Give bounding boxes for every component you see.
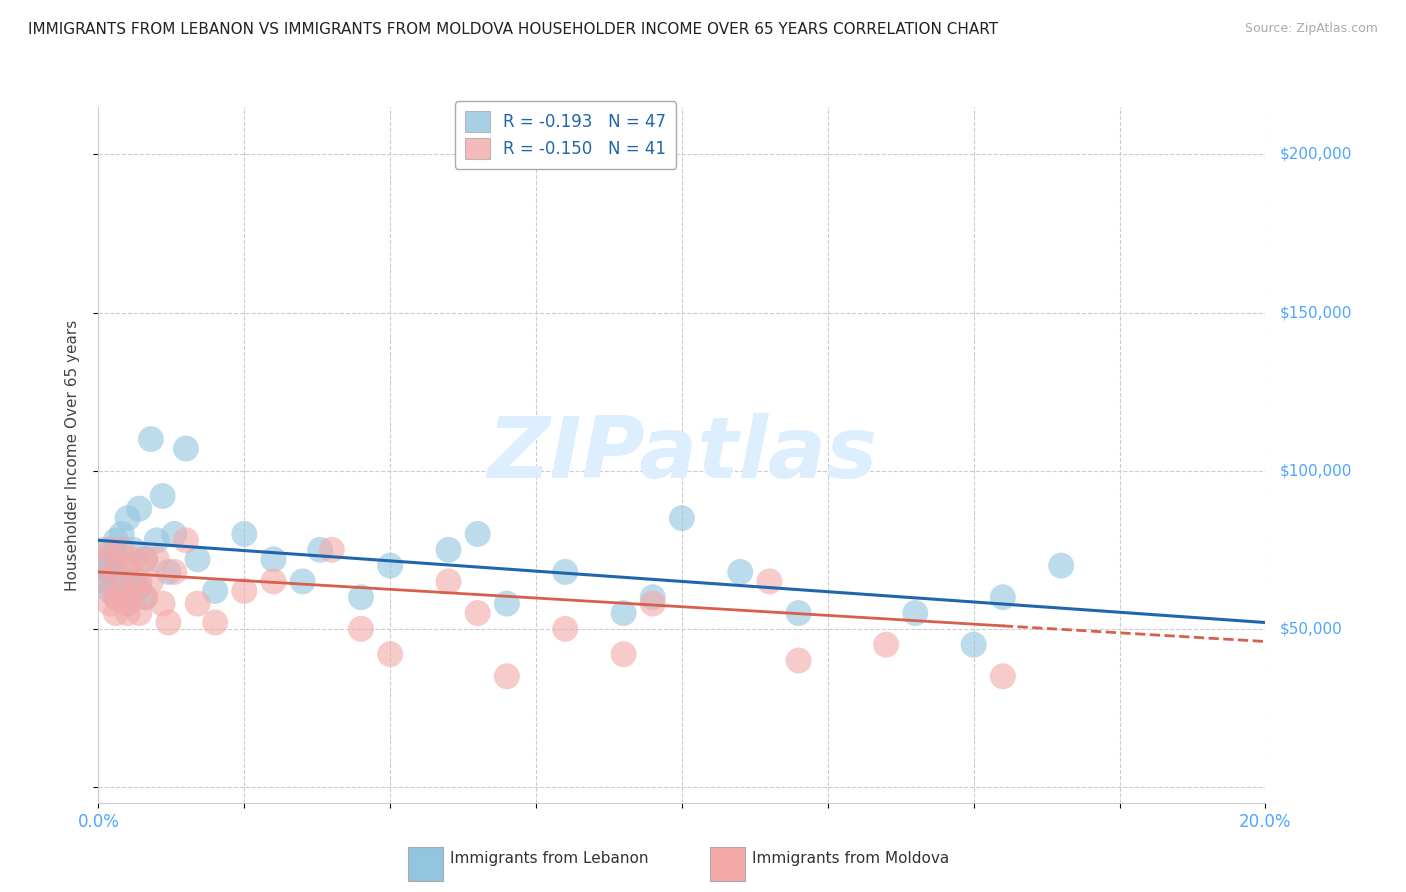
Point [309,542,332,557]
Point [104,533,127,548]
Point [111,574,134,589]
Point [163,565,186,579]
Point [378,647,402,661]
Point [187,552,209,566]
Legend: R = -0.193   N = 47, R = -0.150   N = 41: R = -0.193 N = 47, R = -0.150 N = 41 [454,102,676,169]
Point [163,527,186,541]
Point [134,552,156,566]
Point [152,597,174,611]
Point [146,533,169,548]
Point [104,549,127,563]
Point [111,583,134,598]
Point [467,606,489,620]
Point [117,558,139,573]
Point [98,565,121,579]
Point [233,583,256,598]
Point [157,565,180,579]
Point [554,622,576,636]
Text: $150,000: $150,000 [1279,305,1351,320]
Text: ZIPatlas: ZIPatlas [486,413,877,497]
Point [122,542,145,557]
Point [98,552,121,566]
Point [1050,558,1073,573]
Point [117,597,139,611]
Point [787,606,810,620]
Point [93,574,115,589]
Point [128,606,150,620]
Point [378,558,402,573]
Point [117,558,139,573]
Point [612,647,634,661]
Point [262,552,284,566]
Text: $100,000: $100,000 [1279,463,1351,478]
Point [291,574,314,589]
Point [728,565,751,579]
Point [111,527,134,541]
Point [787,653,810,667]
Text: $50,000: $50,000 [1279,622,1343,636]
Point [134,591,156,605]
Point [350,622,373,636]
Text: IMMIGRANTS FROM LEBANON VS IMMIGRANTS FROM MOLDOVA HOUSEHOLDER INCOME OVER 65 YE: IMMIGRANTS FROM LEBANON VS IMMIGRANTS FR… [28,22,998,37]
Point [134,552,156,566]
Point [117,597,139,611]
Point [437,574,460,589]
Point [991,669,1014,683]
Point [904,606,927,620]
Point [128,581,150,595]
Point [122,583,145,598]
Point [139,574,162,589]
Point [174,442,197,456]
Point [467,527,489,541]
Y-axis label: Householder Income Over 65 years: Householder Income Over 65 years [65,319,80,591]
Point [204,615,226,630]
Point [104,591,127,605]
Point [875,638,897,652]
Point [437,542,460,557]
Point [139,432,162,446]
Point [495,669,517,683]
Point [233,527,256,541]
Text: $200,000: $200,000 [1279,147,1351,162]
Point [111,542,134,557]
Point [93,542,115,557]
Point [146,552,169,566]
Point [104,606,127,620]
Point [93,574,115,589]
Point [554,565,576,579]
Point [104,565,127,579]
Text: Source: ZipAtlas.com: Source: ZipAtlas.com [1244,22,1378,36]
Point [122,574,145,589]
Point [117,606,139,620]
Point [93,552,115,566]
Text: Immigrants from Moldova: Immigrants from Moldova [752,852,949,866]
Point [134,591,156,605]
Point [321,542,343,557]
Point [128,501,150,516]
Point [204,583,226,598]
Point [612,606,634,620]
Point [157,615,180,630]
Point [128,574,150,589]
Point [262,574,284,589]
Point [671,511,693,525]
Point [152,489,174,503]
Point [187,597,209,611]
Point [641,591,664,605]
Point [122,552,145,566]
Point [495,597,517,611]
Text: Immigrants from Lebanon: Immigrants from Lebanon [450,852,648,866]
Point [174,533,197,548]
Point [93,558,115,573]
Point [350,591,373,605]
Point [962,638,984,652]
Point [98,542,121,557]
Point [104,591,127,605]
Point [758,574,780,589]
Point [991,591,1014,605]
Point [98,597,121,611]
Point [641,597,664,611]
Point [117,511,139,525]
Point [98,583,121,598]
